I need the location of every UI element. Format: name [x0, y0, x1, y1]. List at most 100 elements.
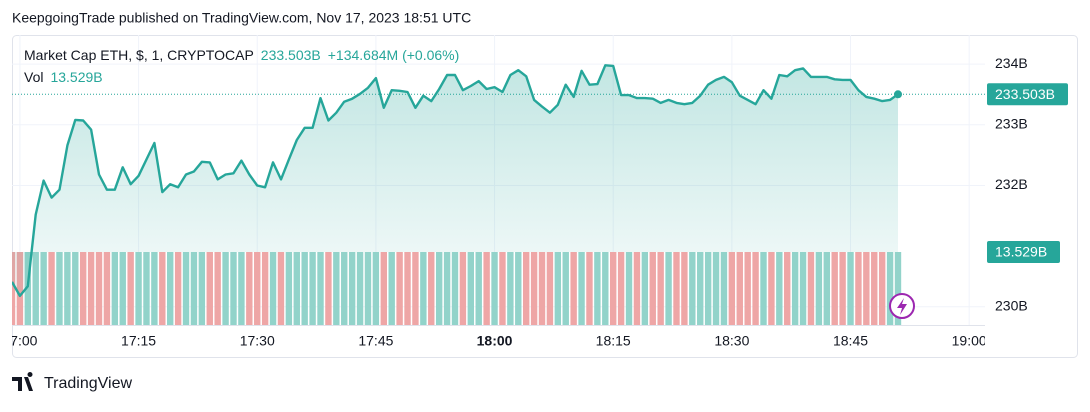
volume-bar [428, 252, 435, 325]
volume-bar [878, 252, 886, 325]
volume-bar [507, 252, 514, 325]
volume-bar [198, 252, 206, 325]
volume-bar [704, 252, 712, 325]
volume-bar [56, 252, 63, 325]
volume-bar [388, 252, 395, 325]
volume-bar [372, 252, 380, 325]
x-tick-label: 17:00 [2, 333, 37, 349]
volume-bar [657, 252, 664, 325]
plot-area [12, 35, 985, 325]
volume-bar [499, 252, 506, 325]
volume-bar [712, 252, 720, 325]
volume-bar [689, 252, 696, 325]
volume-bar [776, 252, 783, 325]
volume-bar [174, 252, 182, 325]
volume-bar [546, 252, 554, 325]
volume-bar [40, 252, 47, 325]
volume-bar [151, 252, 158, 325]
volume-bar [744, 252, 751, 325]
volume-bar [665, 252, 672, 325]
volume-bar [72, 252, 79, 325]
volume-bar [206, 252, 213, 325]
volume-bar [64, 252, 71, 325]
chart-frame [12, 35, 1078, 358]
alert-icon[interactable] [889, 293, 915, 319]
volume-bar [807, 252, 815, 325]
axes: 230B 232B 233B 234B 233.503B 13.529B [12, 55, 1068, 326]
volume-bar [617, 252, 625, 325]
volume-bar [554, 252, 562, 325]
legend-volume: Vol 13.529B [24, 69, 103, 85]
price-label-box [987, 83, 1068, 106]
volume-bar [641, 252, 649, 325]
volume-bar [720, 252, 728, 325]
volume-bar [127, 252, 134, 325]
volume-bar [277, 252, 285, 325]
volume-bar [570, 252, 577, 325]
volume-bar [847, 252, 854, 325]
volume-bar [673, 252, 680, 325]
volume-bar [578, 252, 585, 325]
volume-bar [871, 252, 878, 325]
volume-value: 13.529B [50, 69, 102, 85]
volume-label-box [987, 241, 1060, 263]
volume-bar [412, 252, 419, 325]
volume-bar [562, 252, 569, 325]
volume-bar [364, 252, 372, 325]
volume-bar [333, 252, 340, 325]
volume-bar [863, 252, 870, 325]
y-tick-label: 230B [995, 298, 1028, 314]
volume-bar [760, 252, 767, 325]
volume-bar [230, 252, 237, 325]
volume-bar [894, 252, 902, 325]
volume-bar [681, 252, 688, 325]
volume-bar [293, 252, 300, 325]
volume-bar [356, 252, 364, 325]
volume-bar [633, 252, 641, 325]
volume-name: Vol [24, 69, 43, 85]
volume-bar [79, 252, 87, 325]
volume-bar [159, 252, 166, 325]
volume-bar [602, 252, 609, 325]
volume-bar [538, 252, 546, 325]
y-tick-label: 234B [995, 55, 1028, 71]
x-tick-label: 19:00 [952, 333, 987, 349]
volume-bar [823, 252, 830, 325]
volume-bar [491, 252, 498, 325]
x-tick-label: 18:45 [833, 333, 868, 349]
volume-bar [784, 252, 791, 325]
volume-bar [317, 252, 324, 325]
volume-bar [728, 252, 736, 325]
volume-bars [12, 252, 902, 325]
volume-bar [246, 252, 253, 325]
volume-bar [325, 252, 332, 325]
volume-bar [530, 252, 538, 325]
volume-bar [594, 252, 601, 325]
volume-bar [24, 252, 32, 325]
symbol-name: Market Cap ETH, $, 1, CRYPTOCAP [24, 47, 254, 63]
volume-bar [420, 252, 427, 325]
volume-bar [309, 252, 316, 325]
volume-bar [831, 252, 838, 325]
last-point [893, 90, 902, 99]
publish-info: KeepgoingTrade published on TradingView.… [12, 10, 471, 26]
volume-bar [586, 252, 593, 325]
volume-bar [32, 252, 39, 325]
volume-bar [799, 252, 807, 325]
volume-bar [443, 252, 451, 325]
volume-bar [839, 252, 846, 325]
volume-bar [475, 252, 482, 325]
x-tick-label: 17:45 [358, 333, 393, 349]
volume-bar [522, 252, 530, 325]
volume-bar [791, 252, 799, 325]
volume-bar [752, 252, 759, 325]
volume-bar [285, 252, 293, 325]
volume-bar [143, 252, 150, 325]
volume-bar [119, 252, 126, 325]
volume-bar [12, 252, 16, 325]
volume-bar [222, 252, 229, 325]
price-change: +134.684M (+0.06%) [328, 47, 460, 63]
legend-main: Market Cap ETH, $, 1, CRYPTOCAP 233.503B +… [24, 47, 459, 63]
price-label: 233.503B [995, 86, 1055, 102]
volume-bar [301, 252, 308, 325]
